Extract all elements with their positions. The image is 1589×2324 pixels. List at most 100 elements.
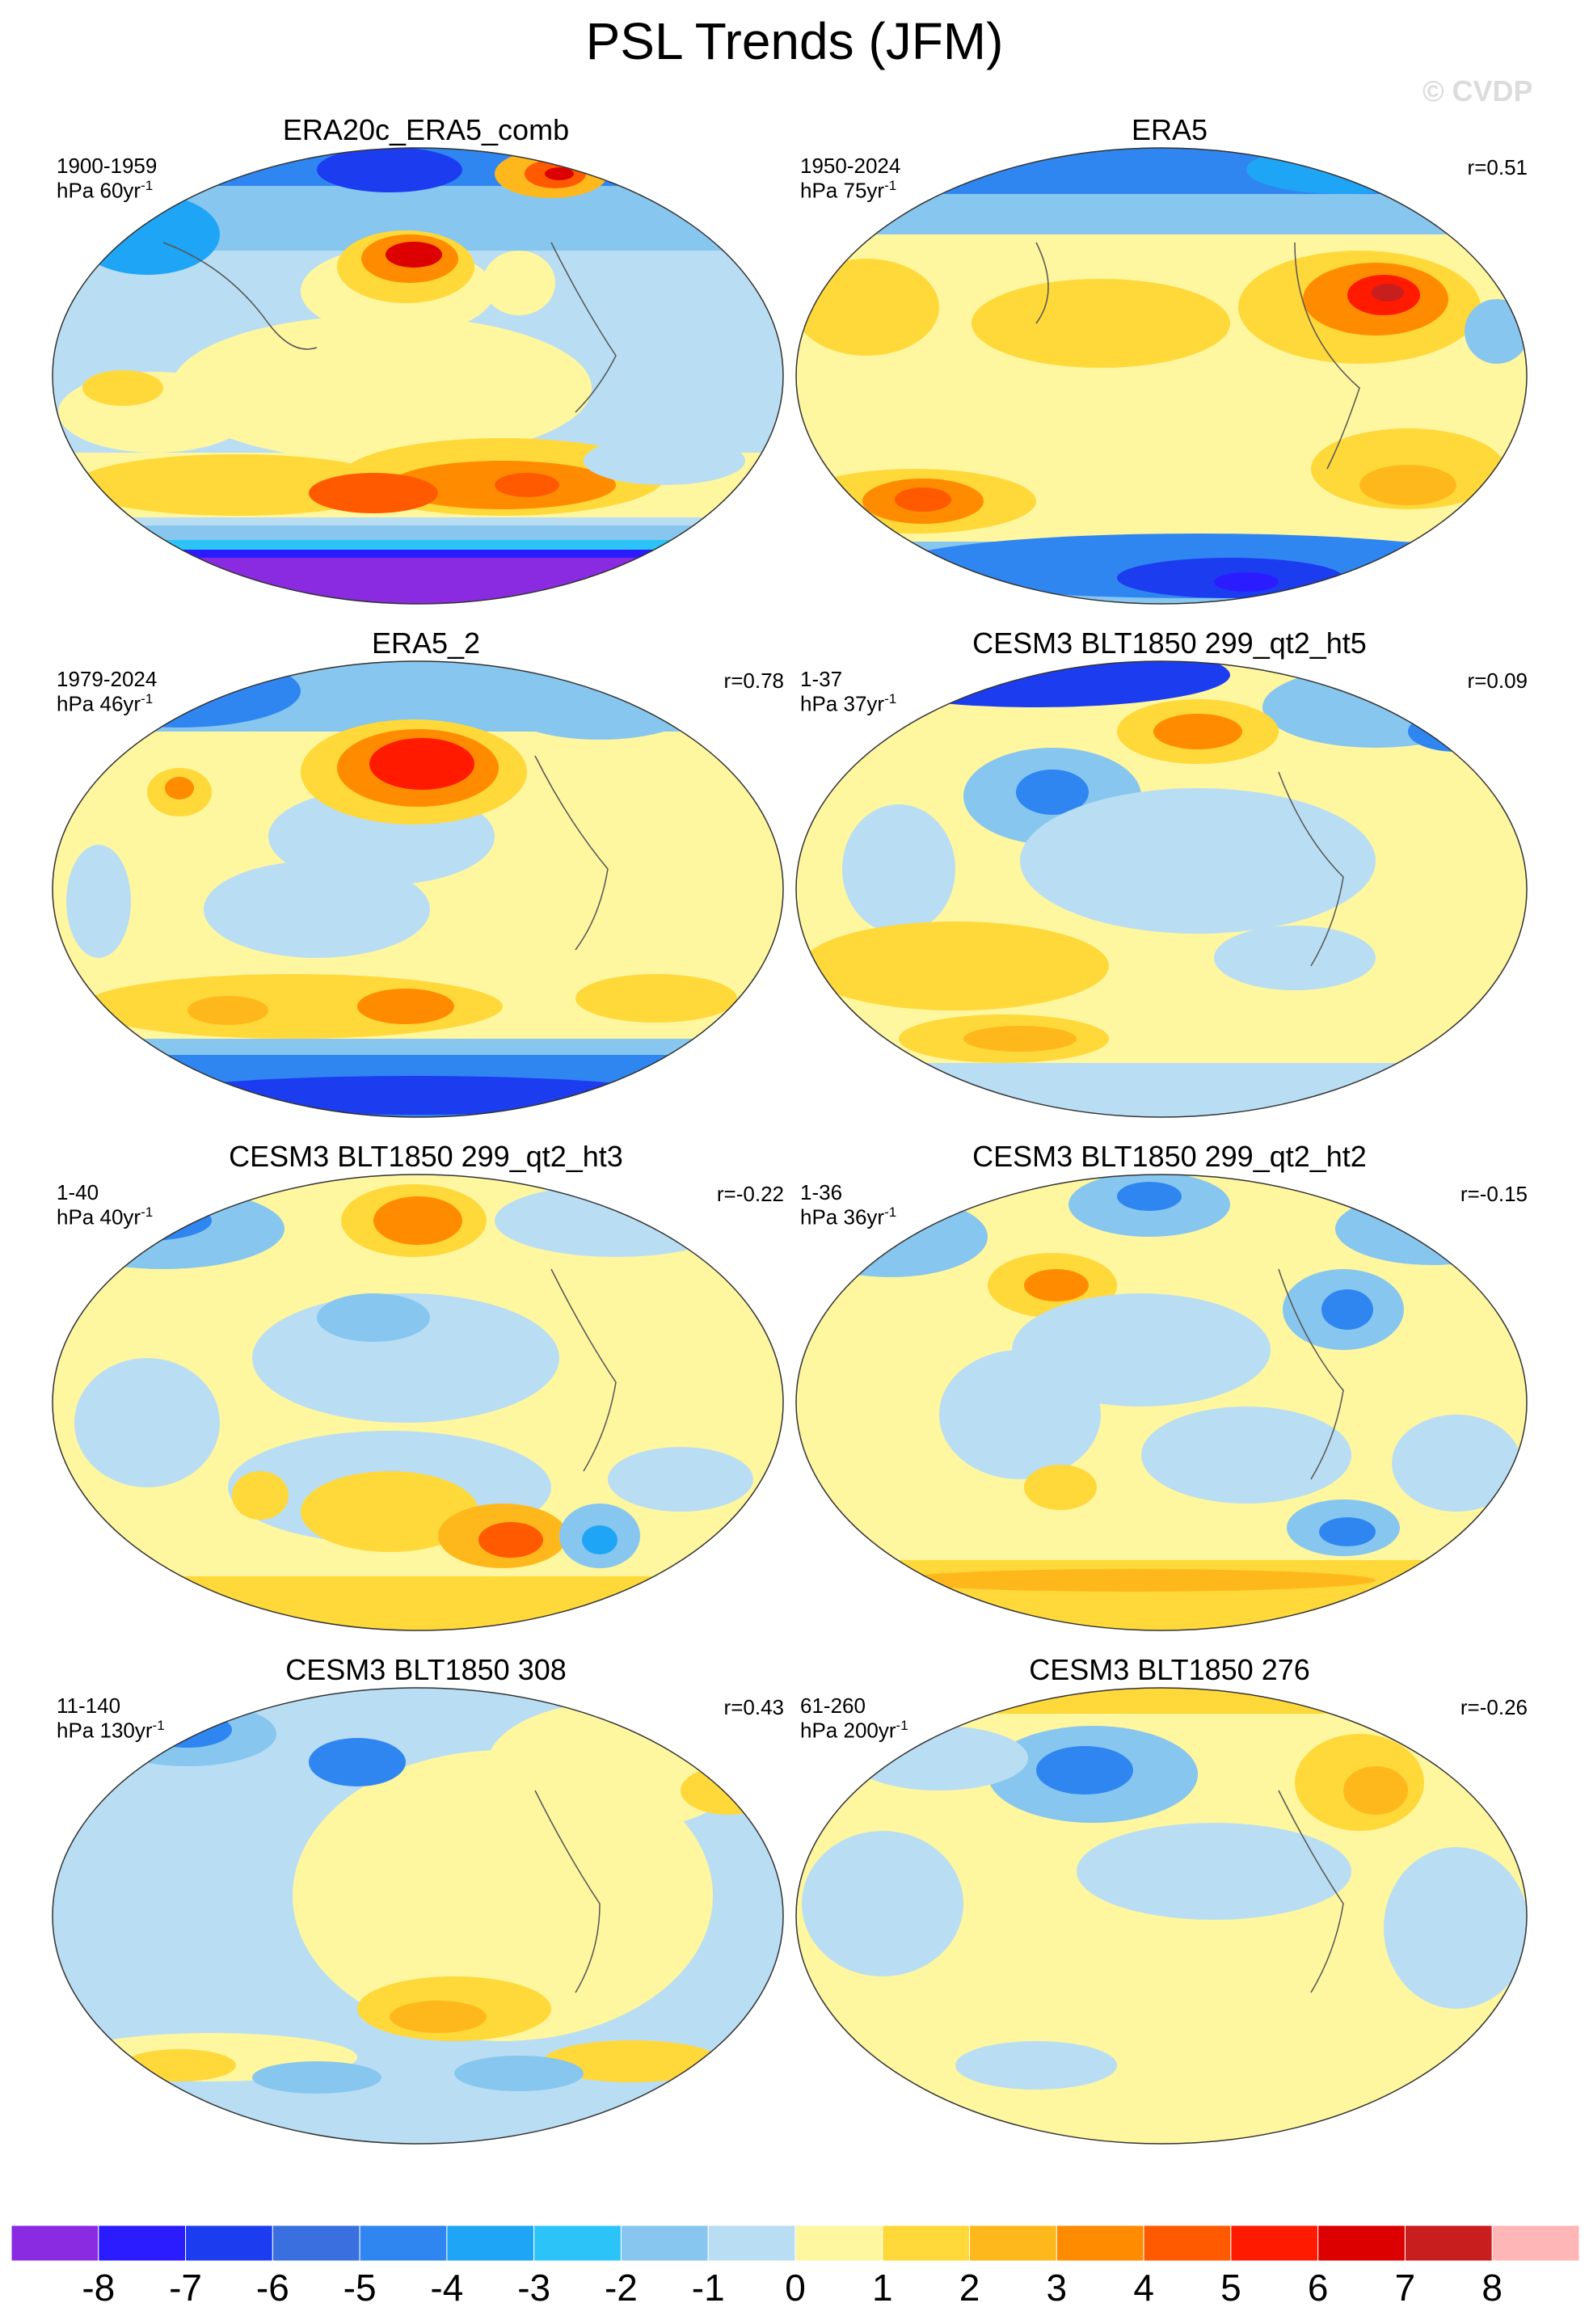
- panel-cesm3-qt2-ht5: CESM3 BLT1850 299_qt2_ht5 1-37 hPa 37yr-…: [794, 626, 1545, 1120]
- panel-units-sup: -1: [141, 691, 154, 706]
- colorbar-tick-label: 8: [1482, 2267, 1503, 2309]
- cvdp-watermark: © CVDP: [1423, 74, 1533, 108]
- panel-years: 1900-1959: [57, 154, 158, 178]
- map-cesm3-qt2-ht5: [795, 660, 1528, 1118]
- panel-units: hPa 60yr-1: [57, 178, 153, 204]
- colorbar-tick-label: 2: [959, 2267, 980, 2309]
- colorbar-swatch: [1404, 2225, 1493, 2261]
- map-cesm3-308: [52, 1687, 784, 2145]
- panel-correlation: r=0.51: [1467, 155, 1528, 179]
- colorbar-tick-label: -3: [517, 2267, 551, 2309]
- colorbar-tick-label: -2: [604, 2267, 638, 2309]
- panel-title: CESM3 BLT1850 299_qt2_ht2: [972, 1140, 1367, 1173]
- panel-units-text: hPa 75yr: [800, 178, 885, 203]
- colorbar-tick-label: 0: [785, 2267, 806, 2309]
- panel-years: 11-140: [57, 1693, 121, 1718]
- panel-title: ERA5_2: [371, 626, 481, 660]
- colorbar: [11, 2225, 1579, 2261]
- panel-units-sup: -1: [884, 691, 897, 706]
- panel-era20c-era5-comb: ERA20c_ERA5_comb 1900-1959 hPa 60yr-1: [50, 113, 802, 606]
- colorbar-swatch: [707, 2225, 796, 2261]
- panel-correlation: r=0.78: [723, 669, 784, 693]
- panel-units-text: hPa 46yr: [57, 691, 141, 716]
- panel-cesm3-308: CESM3 BLT1850 308 11-140 hPa 130yr-1 r=0…: [50, 1653, 802, 2146]
- panel-units-sup: -1: [141, 178, 154, 193]
- panel-units-sup: -1: [141, 1204, 154, 1220]
- colorbar-tick-label: 5: [1220, 2267, 1241, 2309]
- panel-years: 1950-2024: [800, 154, 901, 178]
- colorbar-swatch: [359, 2225, 448, 2261]
- panel-title: CESM3 BLT1850 299_qt2_ht5: [972, 626, 1367, 660]
- panel-years: 1-36: [800, 1180, 843, 1204]
- colorbar-swatch: [1230, 2225, 1319, 2261]
- panel-years: 61-260: [800, 1693, 866, 1718]
- panel-units: hPa 37yr-1: [800, 691, 896, 717]
- colorbar-tick-label: 4: [1133, 2267, 1154, 2309]
- colorbar-tick-label: -8: [82, 2267, 116, 2309]
- panel-title: ERA5: [1131, 113, 1208, 146]
- panel-units-text: hPa 200yr: [800, 1718, 896, 1743]
- map-cesm3-qt2-ht2: [795, 1174, 1528, 1631]
- colorbar-swatch: [1143, 2225, 1232, 2261]
- panel-units-text: hPa 36yr: [800, 1204, 885, 1229]
- colorbar-swatch: [1317, 2225, 1406, 2261]
- panel-correlation: r=0.43: [723, 1695, 784, 1719]
- colorbar-tick-label: -7: [169, 2267, 202, 2309]
- colorbar-swatch: [882, 2225, 971, 2261]
- panel-units-text: hPa 60yr: [57, 178, 141, 203]
- panel-cesm3-qt2-ht3: CESM3 BLT1850 299_qt2_ht3 1-40 hPa 40yr-…: [50, 1140, 802, 1633]
- panel-correlation: r=0.09: [1467, 669, 1528, 693]
- panel-units: hPa 130yr-1: [57, 1718, 165, 1744]
- colorbar-tick-label: 6: [1307, 2267, 1329, 2309]
- colorbar-swatch: [272, 2225, 360, 2261]
- panel-title: CESM3 BLT1850 308: [285, 1653, 567, 1686]
- panel-units-text: hPa 37yr: [800, 691, 885, 716]
- colorbar-swatch: [794, 2225, 883, 2261]
- panel-title: CESM3 BLT1850 276: [1029, 1653, 1310, 1686]
- panel-era5: ERA5 1950-2024 hPa 75yr-1 r=0.51: [794, 113, 1545, 606]
- colorbar-swatch: [11, 2225, 99, 2261]
- panel-title: CESM3 BLT1850 299_qt2_ht3: [229, 1140, 623, 1173]
- panel-units-sup: -1: [152, 1718, 165, 1733]
- colorbar-tick-label: -5: [343, 2267, 377, 2309]
- panel-title: ERA20c_ERA5_comb: [282, 113, 570, 146]
- map-era5: [795, 147, 1528, 605]
- figure-title: PSL Trends (JFM): [585, 12, 1004, 70]
- map-era5-2: [52, 660, 784, 1118]
- panel-units: hPa 200yr-1: [800, 1718, 908, 1744]
- colorbar-swatch: [185, 2225, 273, 2261]
- panel-correlation: r=-0.26: [1460, 1695, 1528, 1719]
- colorbar-swatch: [1056, 2225, 1144, 2261]
- colorbar-swatch: [620, 2225, 709, 2261]
- panel-cesm3-qt2-ht2: CESM3 BLT1850 299_qt2_ht2 1-36 hPa 36yr-…: [794, 1140, 1545, 1633]
- panel-units-text: hPa 40yr: [57, 1204, 141, 1229]
- colorbar-tick-label: -6: [255, 2267, 289, 2309]
- colorbar-swatch: [533, 2225, 622, 2261]
- colorbar-tick-label: -4: [430, 2267, 464, 2309]
- colorbar-tick-label: -1: [691, 2267, 725, 2309]
- panel-years: 1-37: [800, 667, 843, 691]
- panel-cesm3-276: CESM3 BLT1850 276 61-260 hPa 200yr-1 r=-…: [794, 1653, 1545, 2146]
- colorbar-swatch: [98, 2225, 187, 2261]
- colorbar-swatch: [446, 2225, 535, 2261]
- colorbar-swatch: [1491, 2225, 1579, 2261]
- panel-correlation: r=-0.22: [716, 1182, 784, 1206]
- panel-years: 1-40: [57, 1180, 99, 1204]
- panel-years: 1979-2024: [57, 667, 158, 691]
- panel-units: hPa 75yr-1: [800, 178, 896, 204]
- colorbar-tick-label: 3: [1046, 2267, 1068, 2309]
- map-cesm3-qt2-ht3: [52, 1174, 784, 1631]
- panel-units: hPa 40yr-1: [57, 1204, 153, 1230]
- panel-units: hPa 36yr-1: [800, 1204, 896, 1230]
- panel-correlation: r=-0.15: [1460, 1182, 1528, 1206]
- panel-units-text: hPa 130yr: [57, 1718, 153, 1743]
- panel-units-sup: -1: [884, 178, 897, 193]
- map-era20c-era5-comb: [52, 147, 784, 605]
- colorbar-tick-label: 7: [1394, 2267, 1416, 2309]
- colorbar-swatch: [969, 2225, 1057, 2261]
- panel-units: hPa 46yr-1: [57, 691, 153, 717]
- colorbar-tick-label: 1: [871, 2267, 893, 2309]
- panel-units-sup: -1: [896, 1718, 908, 1733]
- map-cesm3-276: [795, 1687, 1528, 2145]
- panel-units-sup: -1: [884, 1204, 897, 1220]
